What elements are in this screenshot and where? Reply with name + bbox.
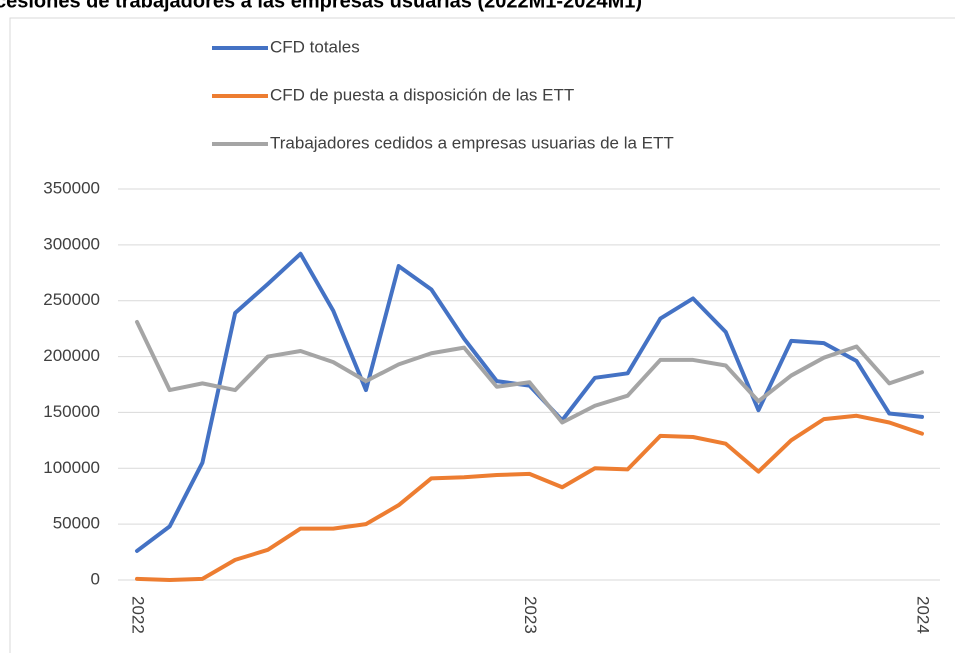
chart-frame: [9, 17, 955, 653]
x-tick-label: 2022: [129, 596, 148, 634]
y-tick-label: 200000: [43, 346, 100, 365]
y-tick-label: 250000: [43, 290, 100, 309]
x-tick-label: 2023: [521, 596, 540, 634]
y-tick-label: 50000: [53, 514, 100, 533]
y-tick-label: 150000: [43, 402, 100, 421]
y-tick-label: 100000: [43, 458, 100, 477]
legend-label: Trabajadores cedidos a empresas usuarias…: [270, 133, 674, 152]
series-line: [135, 413, 924, 582]
y-tick-label: 350000: [43, 178, 100, 197]
series-line: [135, 251, 924, 553]
chart-title: cesiones de trabajadores a las empresas …: [0, 0, 642, 12]
legend-label: CFD de puesta a disposición de las ETT: [270, 85, 574, 104]
y-tick-label: 0: [91, 569, 100, 588]
series-line: [135, 319, 924, 425]
y-tick-label: 300000: [43, 234, 100, 253]
legend-label: CFD totales: [270, 37, 360, 56]
x-tick-label: 2024: [914, 596, 933, 634]
